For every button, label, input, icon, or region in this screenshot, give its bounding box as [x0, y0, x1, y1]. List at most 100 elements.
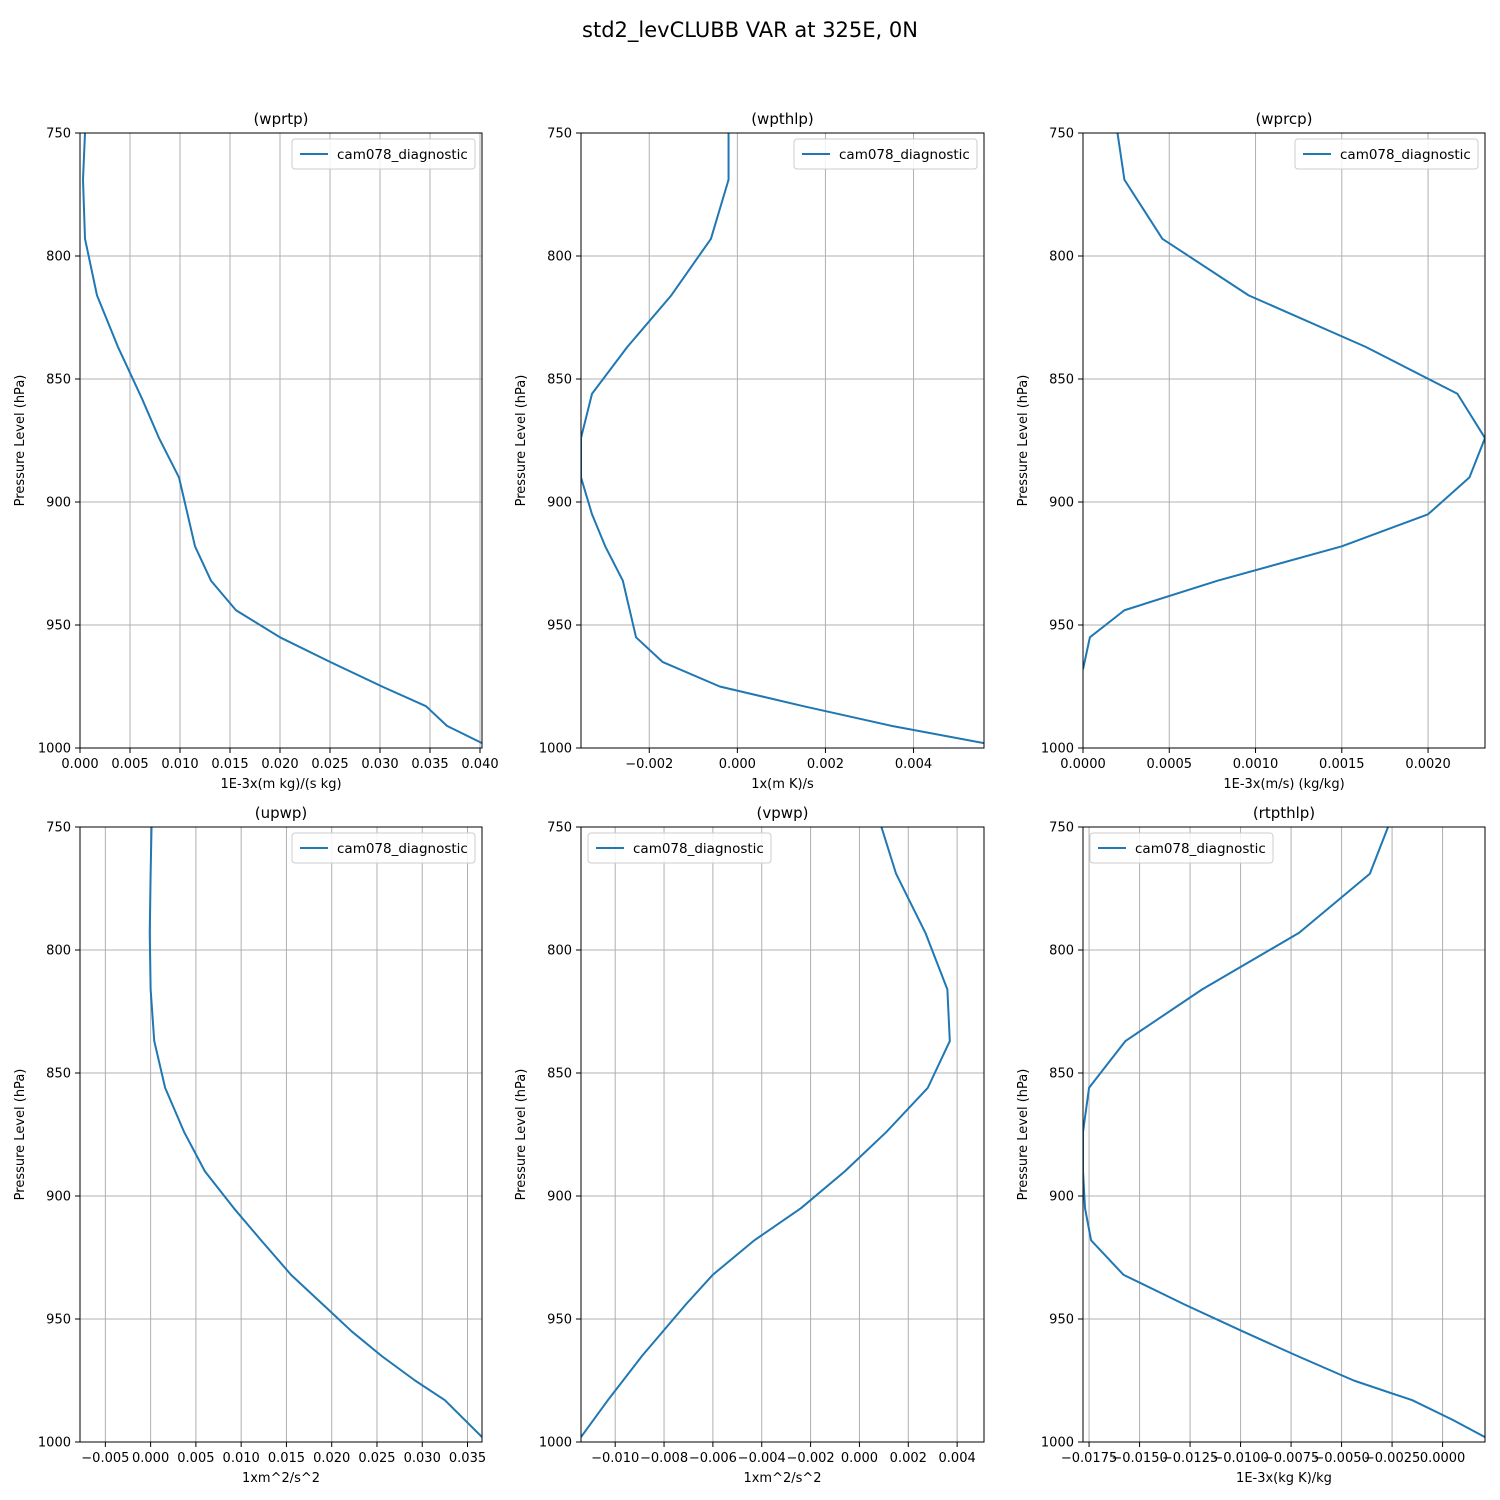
y-tick-label: 950 [1049, 619, 1074, 634]
x-tick-label: 0.0005 [1147, 757, 1193, 772]
figure-title: std2_levCLUBB VAR at 325E, 0N [582, 18, 918, 43]
x-tick-label: −0.002 [787, 1451, 835, 1466]
y-tick-label: 850 [46, 1067, 71, 1082]
x-tick-label: 0.002 [807, 757, 844, 772]
legend-box [291, 138, 476, 170]
legend: cam078_diagnostic [793, 138, 978, 170]
x-tick-label: 0.015 [211, 757, 248, 772]
legend-label: cam078_diagnostic [633, 841, 764, 857]
subplot-title: (wprcp) [1255, 110, 1312, 128]
y-tick-label: 950 [547, 619, 572, 634]
x-tick-label: −0.0050 [1313, 1451, 1369, 1466]
x-tick-label: 0.0000 [1420, 1451, 1466, 1466]
y-tick-label: 750 [1049, 821, 1074, 836]
x-tick-label: −0.0025 [1364, 1451, 1420, 1466]
y-tick-label: 900 [46, 1190, 71, 1205]
x-tick-label: −0.002 [625, 757, 673, 772]
subplot-6: −0.0175−0.0150−0.0125−0.0100−0.0075−0.00… [1016, 804, 1486, 1486]
y-tick-label: 900 [46, 496, 71, 511]
plot-frame [1082, 132, 1486, 749]
subplot-5: −0.010 −0.008 −0.006 −0.004 −0.002 0.000 0.002… [514, 804, 985, 1486]
x-tick-label: 0.005 [177, 1451, 214, 1466]
y-tick-label: 850 [1049, 1067, 1074, 1082]
x-tick-label: 0.035 [411, 757, 448, 772]
y-tick-label: 1000 [1041, 1436, 1074, 1451]
subplot-title: (wprtp) [253, 110, 308, 128]
x-tick-label: 0.0020 [1405, 757, 1451, 772]
y-axis-label: Pressure Level (hPa) [13, 375, 28, 507]
x-axis-label: 1E-3x(m kg)/(s kg) [220, 777, 341, 792]
legend-label: cam078_diagnostic [839, 147, 970, 163]
legend: cam078_diagnostic [587, 832, 772, 864]
x-tick-label: 0.040 [461, 757, 498, 772]
legend-label: cam078_diagnostic [1340, 147, 1471, 163]
legend-box [587, 832, 772, 864]
x-tick-label: 0.000 [841, 1451, 878, 1466]
y-tick-label: 1000 [38, 742, 71, 757]
x-tick-label: −0.0100 [1212, 1451, 1268, 1466]
y-tick-label: 1000 [539, 742, 572, 757]
y-tick-label: 850 [547, 373, 572, 388]
subplot-4: −0.005 0.000 0.005 0.010 0.015 0.020 0.025 0.03… [13, 804, 486, 1486]
subplot-3: 0.0000 0.0005 0.0010 0.0015 0.0020 750 800 850 9… [1016, 110, 1486, 792]
legend-label: cam078_diagnostic [337, 841, 468, 857]
x-tick-label: 0.004 [895, 757, 932, 772]
x-tick-label: 0.0000 [1060, 757, 1106, 772]
legend-label: cam078_diagnostic [1135, 841, 1266, 857]
x-tick-label: 0.000 [719, 757, 756, 772]
y-tick-label: 850 [547, 1067, 572, 1082]
legend-box [1089, 832, 1274, 864]
y-tick-label: 800 [547, 944, 572, 959]
y-tick-label: 1000 [539, 1436, 572, 1451]
x-tick-label: 0.0015 [1319, 757, 1365, 772]
x-axis-label: 1xm^2/s^2 [242, 1471, 320, 1486]
x-tick-label: 0.004 [939, 1451, 976, 1466]
y-tick-label: 950 [1049, 1313, 1074, 1328]
y-tick-label: 1000 [38, 1436, 71, 1451]
y-tick-label: 950 [46, 619, 71, 634]
y-tick-label: 750 [547, 821, 572, 836]
y-axis-label: Pressure Level (hPa) [1016, 375, 1031, 507]
subplot-title: (vpwp) [757, 804, 809, 822]
y-tick-label: 900 [1049, 496, 1074, 511]
x-tick-label: −0.005 [81, 1451, 129, 1466]
y-tick-label: 800 [1049, 944, 1074, 959]
series-line [1083, 827, 1485, 1438]
x-tick-label: 0.0010 [1233, 757, 1279, 772]
x-tick-label: 0.010 [161, 757, 198, 772]
x-tick-label: −0.0125 [1162, 1451, 1218, 1466]
y-tick-label: 800 [547, 250, 572, 265]
legend: cam078_diagnostic [291, 832, 476, 864]
y-tick-label: 950 [46, 1313, 71, 1328]
x-tick-label: −0.006 [689, 1451, 737, 1466]
x-axis-label: 1xm^2/s^2 [743, 1471, 821, 1486]
series-line [148, 827, 482, 1438]
y-tick-label: 850 [1049, 373, 1074, 388]
y-tick-label: 1000 [1041, 742, 1074, 757]
x-tick-label: 0.030 [404, 1451, 441, 1466]
legend: cam078_diagnostic [291, 138, 476, 170]
y-tick-label: 750 [547, 127, 572, 142]
x-tick-label: 0.005 [111, 757, 148, 772]
y-tick-label: 750 [1049, 127, 1074, 142]
x-tick-label: −0.0175 [1061, 1451, 1117, 1466]
y-axis-label: Pressure Level (hPa) [514, 1069, 529, 1201]
x-axis-label: 1E-3x(m/s) (kg/kg) [1223, 777, 1344, 792]
y-tick-label: 850 [46, 373, 71, 388]
x-tick-label: 0.030 [361, 757, 398, 772]
subplot-title: (upwp) [255, 804, 308, 822]
plot-frame [79, 132, 483, 749]
y-tick-label: 900 [1049, 1190, 1074, 1205]
legend-box [793, 138, 978, 170]
subplot-title: (wpthlp) [751, 110, 814, 128]
series-line [581, 827, 951, 1438]
y-axis-label: Pressure Level (hPa) [1016, 1069, 1031, 1201]
x-tick-label: 0.015 [268, 1451, 305, 1466]
y-tick-label: 800 [1049, 250, 1074, 265]
y-tick-label: 750 [46, 127, 71, 142]
y-axis-label: Pressure Level (hPa) [13, 1069, 28, 1201]
y-tick-label: 800 [46, 250, 71, 265]
x-tick-label: 0.000 [61, 757, 98, 772]
x-axis-label: 1x(m K)/s [751, 777, 814, 792]
